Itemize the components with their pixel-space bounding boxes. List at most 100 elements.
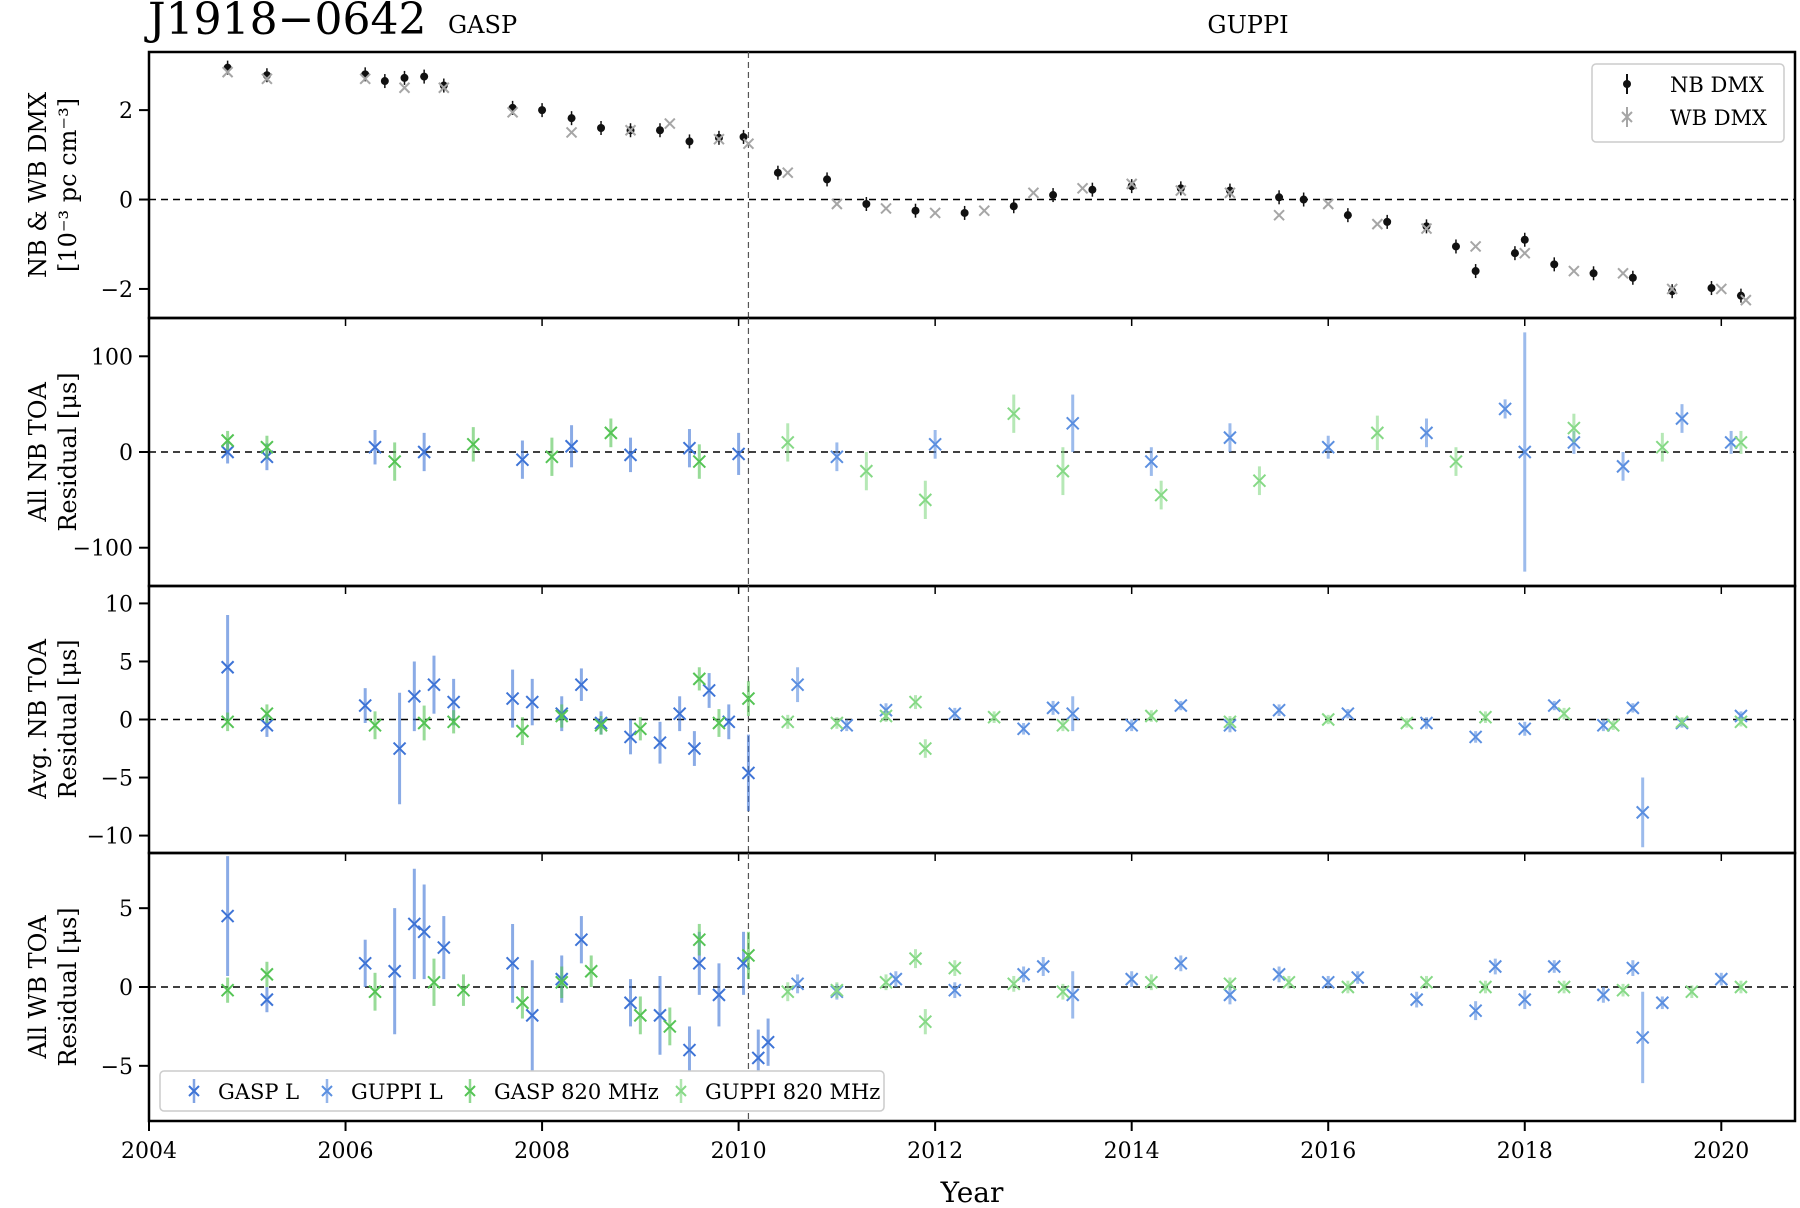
data-point-guppi-l <box>790 667 805 703</box>
data-point-gasp-l <box>427 655 441 714</box>
data-point-nb-dmx <box>1009 199 1018 214</box>
data-point-nb-dmx <box>1520 232 1529 247</box>
data-point-gasp-l <box>702 673 716 708</box>
data-point-nb-dmx <box>739 129 748 144</box>
data-point-nb-dmx <box>1225 183 1234 198</box>
data-point-guppi-820-mhz <box>1341 980 1355 994</box>
data-point-guppi-820-mhz <box>908 949 923 969</box>
data-point-gasp-820-mhz <box>260 435 274 459</box>
data-point-guppi-820-mhz <box>987 710 1001 724</box>
data-point-gasp-820-mhz <box>741 681 756 717</box>
data-point-guppi-l <box>1468 730 1483 744</box>
all-wb-toa-data: 5 0 −5 <box>101 853 1795 1121</box>
data-point-gasp-820-mhz <box>555 966 569 999</box>
data-point-nb-dmx <box>1589 266 1598 281</box>
data-point-nb-dmx <box>1127 179 1136 194</box>
data-point-guppi-820-mhz <box>781 423 795 462</box>
data-point-guppi-l <box>948 982 962 999</box>
data-point-guppi-l <box>1498 399 1512 419</box>
legend-label-gasp-820: GASP 820 MHz <box>494 1080 659 1104</box>
y-tick-label: 0 <box>119 441 133 466</box>
data-point-nb-dmx <box>400 70 409 85</box>
y-tick-label: 100 <box>91 345 133 370</box>
data-point-gasp-l <box>623 437 638 473</box>
data-point-guppi-820-mhz <box>1252 466 1267 496</box>
data-point-guppi-820-mhz <box>1734 715 1748 729</box>
data-point-wb-dmx <box>221 66 234 78</box>
data-point-gasp-l <box>574 668 589 701</box>
y-tick-label: 2 <box>119 99 133 124</box>
y-tick-label: −100 <box>73 537 133 562</box>
data-point-gasp-820-mhz <box>368 711 382 740</box>
data-point-nb-dmx <box>1550 257 1559 272</box>
data-point-wb-dmx <box>1740 294 1752 306</box>
data-point-wb-dmx <box>1125 178 1138 190</box>
data-point-guppi-820-mhz <box>1370 415 1385 451</box>
data-point-gasp-820-mhz <box>633 717 648 741</box>
data-point-nb-dmx <box>655 123 664 138</box>
data-point-guppi-l <box>1518 721 1532 736</box>
data-point-nb-dmx <box>1343 208 1352 223</box>
data-point-guppi-820-mhz <box>1655 432 1670 462</box>
data-point-wb-dmx <box>1568 265 1580 277</box>
data-point-guppi-820-mhz <box>830 716 844 730</box>
data-point-guppi-l <box>1124 718 1139 733</box>
legend-marker-wb-dmx <box>1621 107 1633 127</box>
data-point-wb-dmx <box>359 73 371 85</box>
data-point-guppi-l <box>1124 971 1139 987</box>
data-point-gasp-l <box>392 692 407 805</box>
data-point-gasp-820-mhz <box>555 704 569 728</box>
data-point-guppi-l <box>1046 700 1060 715</box>
data-point-nb-dmx <box>1422 219 1431 234</box>
data-point-guppi-820-mhz <box>1419 975 1434 989</box>
data-point-gasp-l <box>682 1026 697 1074</box>
all-wb-toa-ylabel-line2: Residual [μs] <box>54 907 82 1066</box>
data-point-guppi-820-mhz <box>1478 710 1493 724</box>
data-point-gasp-l <box>220 856 235 976</box>
avg-nb-toa-ylabel-line2: Residual [μs] <box>54 639 82 798</box>
data-point-guppi-l <box>830 442 844 472</box>
all-nb-toa-ylabel-line1: All NB TOA <box>24 382 52 523</box>
legend-marker-nb-dmx <box>1623 74 1631 94</box>
data-point-gasp-l <box>525 960 539 1071</box>
legend-label-wb-dmx: WB DMX <box>1670 106 1767 130</box>
data-point-guppi-l <box>948 706 962 721</box>
data-point-gasp-820-mhz <box>387 442 402 481</box>
data-point-nb-dmx <box>1628 270 1637 285</box>
data-point-guppi-820-mhz <box>1557 706 1571 721</box>
data-point-gasp-820-mhz <box>466 427 480 462</box>
x-tick-label: 2008 <box>514 1139 570 1164</box>
data-point-nb-dmx <box>1707 281 1716 296</box>
all-wb-toa-panel: 5 0 −5 <box>101 851 1797 1123</box>
x-axis-label: Year <box>940 1176 1004 1208</box>
data-point-guppi-l <box>839 718 854 733</box>
data-point-nb-dmx <box>823 172 832 187</box>
data-point-guppi-l <box>1016 966 1031 983</box>
data-point-gasp-820-mhz <box>692 444 707 479</box>
data-point-nb-dmx <box>1451 239 1460 254</box>
data-point-wb-dmx <box>1224 187 1236 199</box>
data-point-nb-dmx <box>1299 192 1308 207</box>
data-point-guppi-l <box>1419 716 1434 730</box>
data-point-wb-dmx <box>1469 240 1482 253</box>
data-point-gasp-l <box>722 704 736 740</box>
data-point-gasp-l <box>672 696 687 732</box>
data-point-gasp-l <box>712 963 726 1027</box>
data-point-gasp-l <box>387 908 402 1035</box>
x-tick-label: 2016 <box>1300 1139 1356 1164</box>
data-point-wb-dmx <box>261 73 273 85</box>
data-point-guppi-l <box>928 429 942 459</box>
data-point-gasp-l <box>525 678 539 726</box>
data-point-guppi-l <box>1547 698 1561 713</box>
data-point-wb-dmx <box>398 82 411 94</box>
data-point-wb-dmx <box>1715 283 1728 295</box>
data-point-wb-dmx <box>782 166 794 179</box>
data-point-gasp-820-mhz <box>456 974 471 1006</box>
data-point-gasp-820-mhz <box>515 717 530 746</box>
data-point-guppi-820-mhz <box>1056 983 1070 1000</box>
data-point-gasp-l <box>358 688 372 723</box>
data-point-guppi-820-mhz <box>1616 983 1630 997</box>
data-point-guppi-l <box>1223 423 1237 452</box>
avg-nb-toa-panel: 10 5 0 −5 −10 <box>87 584 1797 855</box>
